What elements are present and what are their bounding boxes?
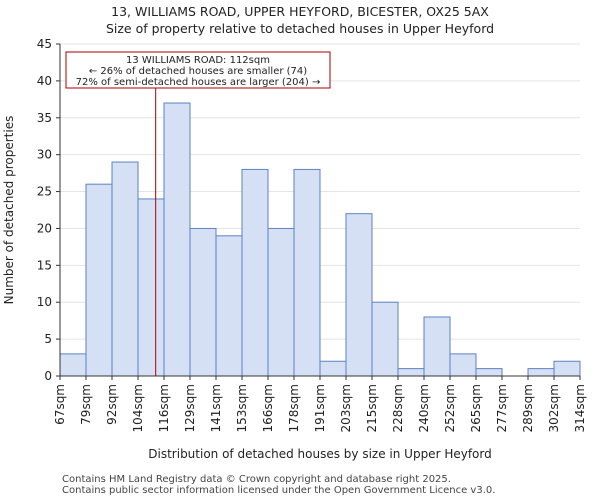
x-tick-label: 178sqm <box>287 384 301 432</box>
x-axis-title: Distribution of detached houses by size … <box>148 447 491 461</box>
histogram-bar <box>397 368 425 377</box>
histogram-bar <box>449 353 477 377</box>
x-tick-label: 104sqm <box>131 384 145 432</box>
x-tick-label: 215sqm <box>365 384 379 432</box>
histogram-bar <box>111 161 139 377</box>
x-tick-label: 277sqm <box>495 384 509 432</box>
histogram-bar <box>319 360 347 377</box>
histogram-bar <box>59 353 87 377</box>
x-tick-label: 240sqm <box>417 384 431 432</box>
y-tick-label: 35 <box>37 111 52 125</box>
footer-copyright: Contains HM Land Registry data © Crown c… <box>62 474 451 485</box>
histogram-bar <box>475 368 503 377</box>
x-tick-label: 191sqm <box>313 384 327 432</box>
x-tick-label: 289sqm <box>521 384 535 432</box>
annotation-line-3: 72% of semi-detached houses are larger (… <box>76 77 321 88</box>
y-tick-label: 5 <box>44 332 52 346</box>
chart-title: 13, WILLIAMS ROAD, UPPER HEYFORD, BICEST… <box>111 4 489 19</box>
x-tick-label: 252sqm <box>443 384 457 432</box>
x-tick-label: 166sqm <box>261 384 275 432</box>
y-tick-label: 45 <box>37 37 52 51</box>
y-tick-label: 30 <box>37 148 52 162</box>
histogram-bar <box>293 168 321 377</box>
x-tick-label: 79sqm <box>79 384 93 425</box>
annotation-line-2: ← 26% of detached houses are smaller (74… <box>89 66 307 77</box>
x-tick-label: 265sqm <box>469 384 483 432</box>
x-tick-label: 67sqm <box>53 384 67 425</box>
x-tick-label: 92sqm <box>105 384 119 425</box>
histogram-bar <box>267 227 295 377</box>
histogram-bar <box>241 168 269 377</box>
x-tick-label: 302sqm <box>547 384 561 432</box>
y-tick-label: 0 <box>44 369 52 383</box>
histogram-bar <box>527 368 555 377</box>
y-tick-label: 20 <box>37 221 52 235</box>
histogram-bar <box>189 227 217 377</box>
y-axis-title: Number of detached properties <box>2 116 16 305</box>
chart-subtitle: Size of property relative to detached ho… <box>105 21 495 36</box>
footer-licence: Contains public sector information licen… <box>62 485 496 496</box>
x-tick-label: 314sqm <box>573 384 587 432</box>
histogram-bar <box>85 183 113 377</box>
annotation-line-1: 13 WILLIAMS ROAD: 112sqm <box>126 55 270 66</box>
x-tick-label: 141sqm <box>209 384 223 432</box>
histogram-bar <box>137 198 165 377</box>
y-tick-label: 15 <box>37 258 52 272</box>
y-tick-label: 25 <box>37 185 52 199</box>
histogram-bar <box>423 316 451 377</box>
histogram-bar <box>345 213 373 377</box>
histogram-bar <box>553 360 581 377</box>
histogram-bar <box>215 235 243 377</box>
histogram-bar <box>163 102 191 377</box>
x-tick-label: 228sqm <box>391 384 405 432</box>
x-tick-label: 116sqm <box>157 384 171 432</box>
annotation-box <box>65 51 331 89</box>
x-tick-label: 203sqm <box>339 384 353 432</box>
y-tick-label: 10 <box>37 295 52 309</box>
x-tick-label: 129sqm <box>183 384 197 432</box>
x-tick-label: 153sqm <box>235 384 249 432</box>
histogram-bar <box>371 301 399 377</box>
y-tick-label: 40 <box>37 74 52 88</box>
